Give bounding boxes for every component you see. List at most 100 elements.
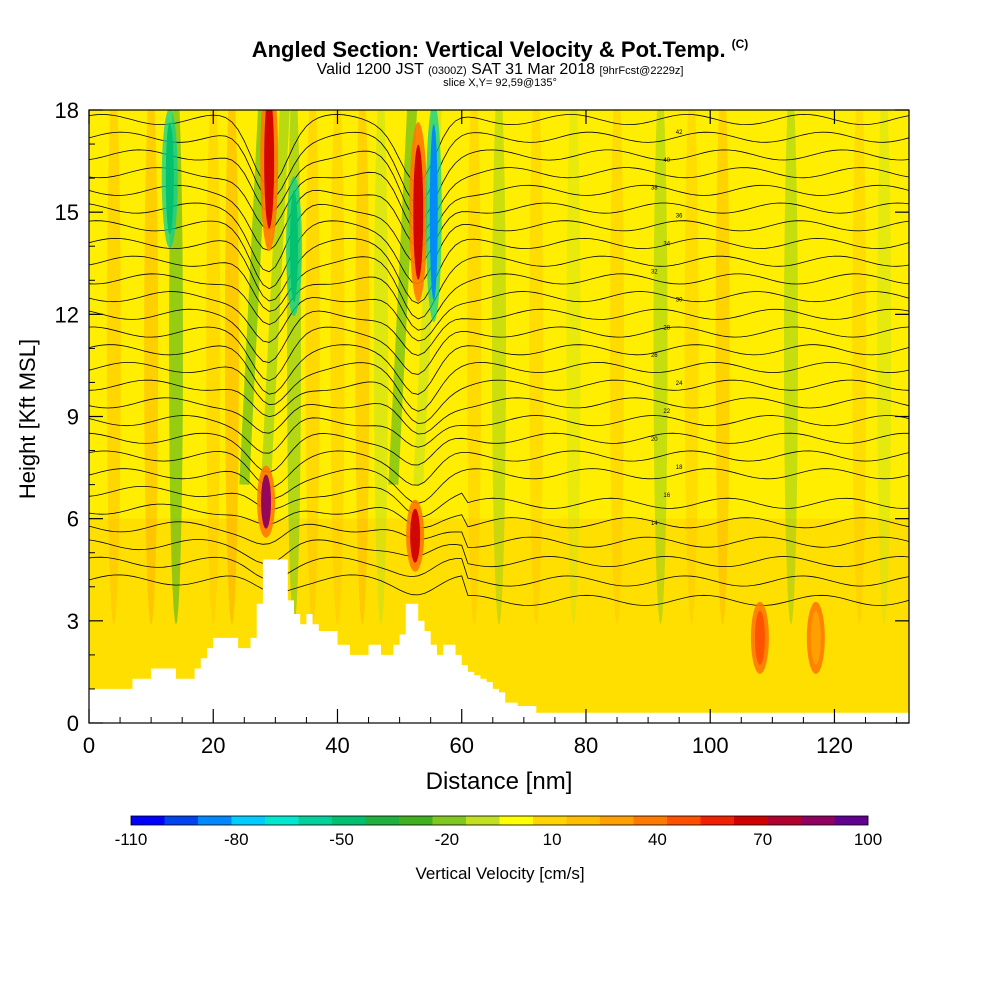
colorbar-swatch bbox=[432, 816, 467, 825]
isentrope-label: 14 bbox=[651, 521, 658, 527]
chart-subtitle: Valid 1200 JST (0300Z) SAT 31 Mar 2018 [… bbox=[0, 61, 1000, 80]
x-tick-label: 60 bbox=[449, 733, 473, 758]
colorbar-frame bbox=[130, 815, 869, 826]
velocity-streak bbox=[715, 110, 730, 625]
velocity-streak bbox=[653, 110, 668, 625]
colorbar-swatch bbox=[767, 816, 802, 825]
chart-title: Angled Section: Vertical Velocity & Pot.… bbox=[0, 37, 1000, 63]
colorbar-swatch bbox=[533, 816, 567, 825]
isentrope-label: 18 bbox=[676, 465, 683, 471]
colorbar-swatch bbox=[801, 816, 835, 825]
isentrope bbox=[89, 450, 909, 488]
isentrope-label: 20 bbox=[651, 437, 658, 443]
x-tick-label: 40 bbox=[325, 733, 349, 758]
updraft-core bbox=[264, 110, 275, 229]
colorbar-swatch bbox=[834, 816, 869, 825]
isentrope bbox=[89, 202, 909, 273]
isentrope-label: 36 bbox=[676, 214, 683, 220]
updraft-core bbox=[810, 610, 821, 665]
colorbar-swatch bbox=[198, 816, 232, 825]
isentrope-label: 34 bbox=[663, 242, 670, 248]
valid-date: SAT 31 Mar 2018 bbox=[471, 61, 595, 78]
colorbar-swatch bbox=[633, 816, 668, 825]
colorbar-tick-label: -50 bbox=[329, 830, 354, 849]
velocity-streak bbox=[684, 110, 699, 625]
x-tick-label: 0 bbox=[83, 733, 95, 758]
y-tick-label: 0 bbox=[67, 711, 79, 736]
y-tick-label: 9 bbox=[67, 405, 79, 430]
downdraft-core bbox=[165, 122, 174, 235]
velocity-streak bbox=[467, 110, 482, 625]
velocity-streak bbox=[492, 110, 506, 625]
velocity-streak bbox=[373, 110, 388, 625]
updraft-core bbox=[261, 474, 272, 529]
valid-utc: (0300Z) bbox=[428, 65, 467, 77]
colorbar-swatch bbox=[700, 816, 735, 825]
velocity-streak bbox=[610, 110, 625, 625]
colorbar-tick-label: -110 bbox=[115, 830, 148, 849]
y-tick-label: 3 bbox=[67, 609, 79, 634]
updraft-core bbox=[754, 610, 765, 665]
y-tick-label: 18 bbox=[55, 98, 79, 123]
isentrope bbox=[89, 432, 909, 473]
y-tick-label: 6 bbox=[67, 507, 79, 532]
colorbar-swatch bbox=[600, 816, 634, 825]
colorbar-tick-label: -80 bbox=[224, 830, 249, 849]
colorbar-swatch bbox=[365, 816, 400, 825]
isentrope bbox=[89, 503, 909, 529]
title-unit: (C) bbox=[731, 37, 749, 51]
x-tick-label: 120 bbox=[816, 733, 853, 758]
colorbar-swatch bbox=[466, 816, 500, 825]
colorbar-swatch bbox=[566, 816, 601, 825]
updraft-core bbox=[410, 508, 421, 563]
y-tick-label: 12 bbox=[55, 302, 79, 327]
isentrope-label: 22 bbox=[663, 409, 670, 415]
velocity-streak bbox=[305, 110, 320, 625]
velocity-streak bbox=[144, 110, 159, 625]
isentrope bbox=[89, 131, 909, 204]
x-tick-label: 20 bbox=[201, 733, 225, 758]
updraft-core bbox=[413, 144, 424, 280]
colorbar-label: Vertical Velocity [cm/s] bbox=[415, 864, 585, 883]
isentrope-label: 16 bbox=[663, 493, 670, 499]
terrain-mask bbox=[89, 559, 909, 723]
forecast-info: [9hrFcst@2229z] bbox=[599, 65, 684, 77]
isentrope bbox=[89, 468, 909, 504]
isentrope bbox=[89, 308, 909, 364]
colorbar-swatch bbox=[131, 816, 165, 825]
colorbar-swatch bbox=[734, 816, 768, 825]
isentrope bbox=[89, 556, 909, 587]
isentrope-label: 38 bbox=[651, 186, 658, 192]
colorbar-tick-label: 10 bbox=[543, 830, 562, 849]
isentrope bbox=[89, 539, 909, 568]
y-tick-label: 15 bbox=[55, 200, 79, 225]
velocity-band bbox=[388, 110, 418, 485]
isentrope-label: 40 bbox=[663, 158, 670, 164]
velocity-streak bbox=[330, 110, 345, 625]
isentrope bbox=[89, 397, 909, 435]
colorbar-swatch bbox=[399, 816, 433, 825]
isentrope bbox=[89, 255, 909, 320]
velocity-streak bbox=[529, 110, 544, 625]
colorbar-swatch bbox=[298, 816, 333, 825]
isentrope bbox=[89, 415, 909, 454]
colorbar-tick-label: 40 bbox=[648, 830, 667, 849]
isentrope bbox=[89, 184, 909, 251]
isentrope-label: 24 bbox=[676, 381, 683, 387]
isentrope bbox=[89, 113, 909, 186]
isentrope-label: 32 bbox=[651, 269, 658, 275]
isentrope bbox=[89, 344, 909, 395]
isentrope-label: 28 bbox=[663, 325, 670, 331]
colorbar-swatch bbox=[499, 816, 534, 825]
isentrope bbox=[89, 574, 909, 606]
x-axis-label: Distance [nm] bbox=[425, 768, 573, 795]
isentrope bbox=[89, 237, 909, 304]
isentrope bbox=[89, 361, 909, 412]
downdraft-core bbox=[290, 190, 298, 303]
isentrope bbox=[89, 379, 909, 425]
isentrope bbox=[89, 167, 909, 234]
velocity-streak bbox=[877, 110, 892, 625]
x-tick-label: 100 bbox=[692, 733, 729, 758]
isentrope-label: 26 bbox=[651, 353, 658, 359]
